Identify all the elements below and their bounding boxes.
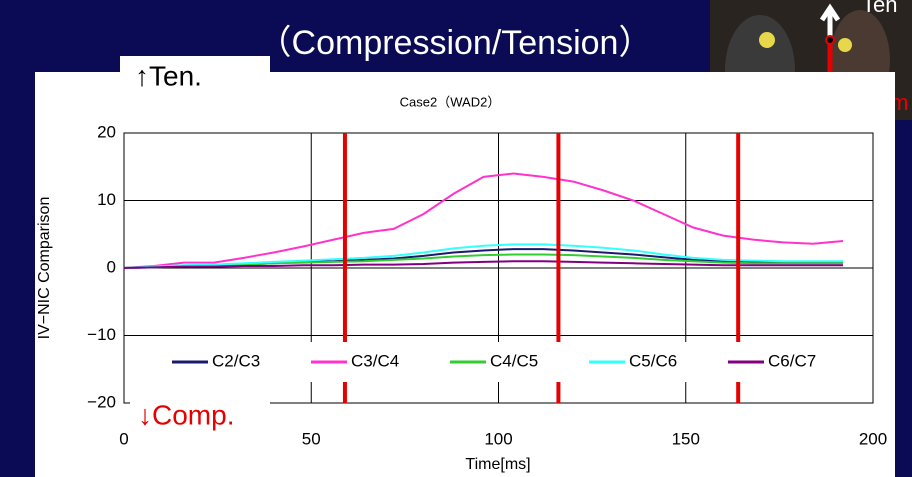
- y-tick-label: −10: [87, 325, 116, 344]
- x-tick-label: 100: [484, 429, 512, 448]
- arrow-up: [819, 3, 841, 38]
- series-line: [123, 253, 844, 269]
- target-marker: [838, 38, 852, 52]
- legend-label: C2/C3: [212, 351, 260, 370]
- y-tick-label: 20: [97, 122, 116, 141]
- y-tick-label: −20: [87, 392, 116, 411]
- chart: Case2（WAD2） Time[ms] IV−NIC Comparison: [36, 94, 530, 473]
- target-marker: [759, 32, 775, 48]
- annotation-up: ↑Ten.: [135, 60, 202, 91]
- x-tick-label: 150: [672, 429, 700, 448]
- series-line: [123, 260, 844, 269]
- y-tick-label: 10: [97, 190, 116, 209]
- x-tick-label: 50: [302, 429, 321, 448]
- legend: C2/C3 C3/C4 C4/C5 C5/C6 C6/C7: [165, 342, 860, 382]
- slide-title: （Compression/Tension）: [258, 24, 653, 62]
- legend-label: C4/C5: [490, 351, 538, 370]
- chart-title: Case2（WAD2）: [400, 94, 501, 109]
- legend-label: C3/C4: [351, 351, 399, 370]
- x-tick-label: 0: [119, 429, 128, 448]
- x-tick-label: 200: [859, 429, 887, 448]
- series-line: [123, 172, 844, 269]
- legend-label: C6/C7: [768, 351, 816, 370]
- series-line: [123, 243, 844, 269]
- legend-label: C5/C6: [629, 351, 677, 370]
- annotation-down: ↓Comp.: [138, 399, 234, 430]
- y-tick-label: 0: [107, 257, 116, 276]
- photo-label: Ten: [862, 0, 897, 17]
- y-axis-label: IV−NIC Comparison: [36, 197, 53, 340]
- annotation-box: [120, 56, 270, 100]
- pivot: [825, 35, 835, 45]
- x-axis-label: Time[ms]: [465, 456, 530, 473]
- annotation-box: [130, 386, 270, 440]
